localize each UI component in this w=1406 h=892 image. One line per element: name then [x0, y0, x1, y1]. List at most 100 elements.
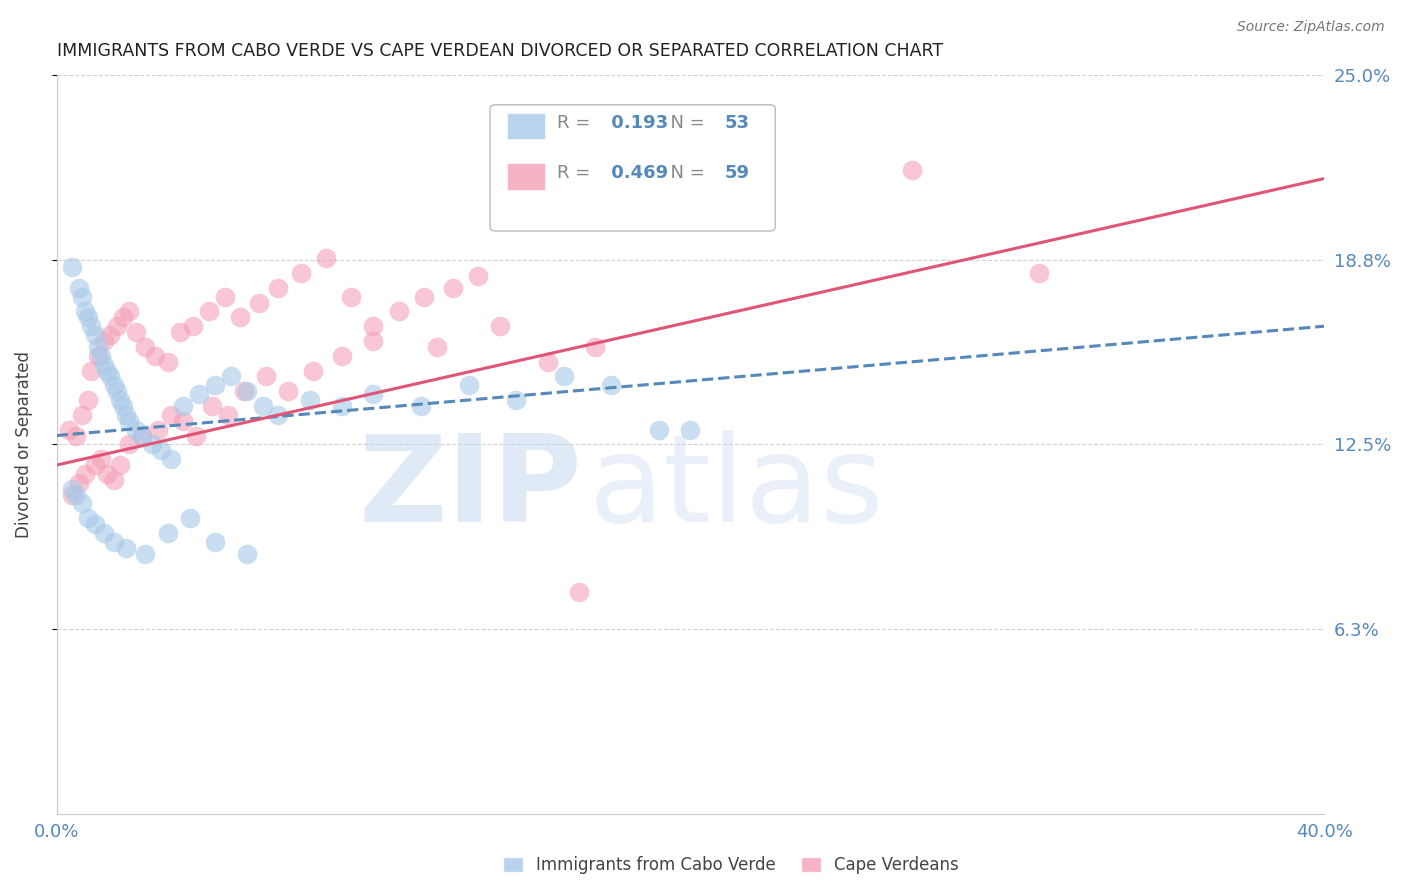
Point — [467, 268, 489, 283]
Point — [214, 290, 236, 304]
Point — [150, 443, 173, 458]
Text: atlas: atlas — [589, 430, 884, 547]
Legend: Immigrants from Cabo Verde, Cape Verdeans: Immigrants from Cabo Verde, Cape Verdean… — [498, 851, 965, 880]
Text: 53: 53 — [724, 114, 749, 132]
Point — [159, 408, 181, 422]
Point — [235, 547, 257, 561]
Text: 0.193: 0.193 — [606, 114, 668, 132]
Point — [583, 340, 606, 354]
Point — [118, 304, 141, 318]
Point — [70, 496, 93, 510]
Point — [330, 399, 353, 413]
Point — [118, 414, 141, 428]
Point — [141, 437, 163, 451]
Point — [340, 290, 363, 304]
Point — [65, 428, 87, 442]
Point — [172, 399, 194, 413]
Point — [67, 281, 90, 295]
Point — [204, 534, 226, 549]
Point — [83, 328, 105, 343]
Text: IMMIGRANTS FROM CABO VERDE VS CAPE VERDEAN DIVORCED OR SEPARATED CORRELATION CHA: IMMIGRANTS FROM CABO VERDE VS CAPE VERDE… — [56, 42, 943, 60]
Point — [277, 384, 299, 399]
Point — [235, 384, 257, 399]
Point — [184, 428, 207, 442]
Point — [112, 399, 135, 413]
Point — [315, 252, 337, 266]
Point — [62, 487, 84, 501]
Point — [70, 290, 93, 304]
Text: 59: 59 — [724, 164, 749, 182]
FancyBboxPatch shape — [506, 113, 544, 139]
Point — [108, 393, 131, 408]
Point — [568, 585, 591, 599]
Point — [159, 452, 181, 467]
Point — [267, 281, 290, 295]
Point — [83, 517, 105, 532]
Text: ZIP: ZIP — [359, 430, 582, 547]
Point — [100, 369, 122, 384]
Point — [134, 340, 156, 354]
Point — [100, 328, 122, 343]
Point — [93, 358, 115, 372]
Point — [93, 334, 115, 348]
Text: R =: R = — [557, 164, 596, 182]
Point — [156, 354, 179, 368]
Point — [219, 369, 242, 384]
Point — [201, 399, 224, 413]
Point — [600, 378, 623, 392]
Point — [254, 369, 277, 384]
Point — [77, 310, 100, 325]
Point — [62, 482, 84, 496]
Point — [96, 467, 118, 481]
Point — [232, 384, 254, 399]
Point — [647, 423, 669, 437]
Point — [537, 354, 560, 368]
Point — [247, 295, 270, 310]
Point — [80, 319, 103, 334]
Point — [363, 334, 385, 348]
Point — [75, 304, 97, 318]
Point — [105, 384, 128, 399]
Point — [103, 473, 125, 487]
Point — [188, 387, 211, 401]
Point — [90, 452, 112, 467]
Point — [118, 437, 141, 451]
Point — [330, 349, 353, 363]
Point — [181, 319, 204, 334]
Point — [388, 304, 411, 318]
Text: 0.469: 0.469 — [606, 164, 668, 182]
Point — [108, 458, 131, 472]
Text: N =: N = — [658, 164, 710, 182]
Point — [553, 369, 575, 384]
Point — [299, 393, 322, 408]
Point — [413, 290, 436, 304]
Point — [679, 423, 702, 437]
Point — [290, 266, 312, 280]
Point — [96, 363, 118, 377]
Point — [1028, 266, 1050, 280]
Point — [62, 260, 84, 275]
Point — [134, 547, 156, 561]
Point — [204, 378, 226, 392]
Point — [169, 325, 191, 339]
Point — [87, 349, 110, 363]
Point — [363, 319, 385, 334]
Point — [505, 393, 527, 408]
Point — [115, 408, 138, 422]
Text: R =: R = — [557, 114, 596, 132]
Point — [105, 319, 128, 334]
Point — [302, 363, 325, 377]
Point — [131, 428, 153, 442]
Point — [87, 340, 110, 354]
FancyBboxPatch shape — [506, 163, 544, 190]
Point — [70, 408, 93, 422]
Point — [197, 304, 219, 318]
Point — [901, 162, 924, 177]
Point — [252, 399, 274, 413]
Point — [77, 393, 100, 408]
Point — [80, 363, 103, 377]
Point — [441, 281, 464, 295]
Point — [90, 349, 112, 363]
Point — [172, 414, 194, 428]
Point — [65, 487, 87, 501]
